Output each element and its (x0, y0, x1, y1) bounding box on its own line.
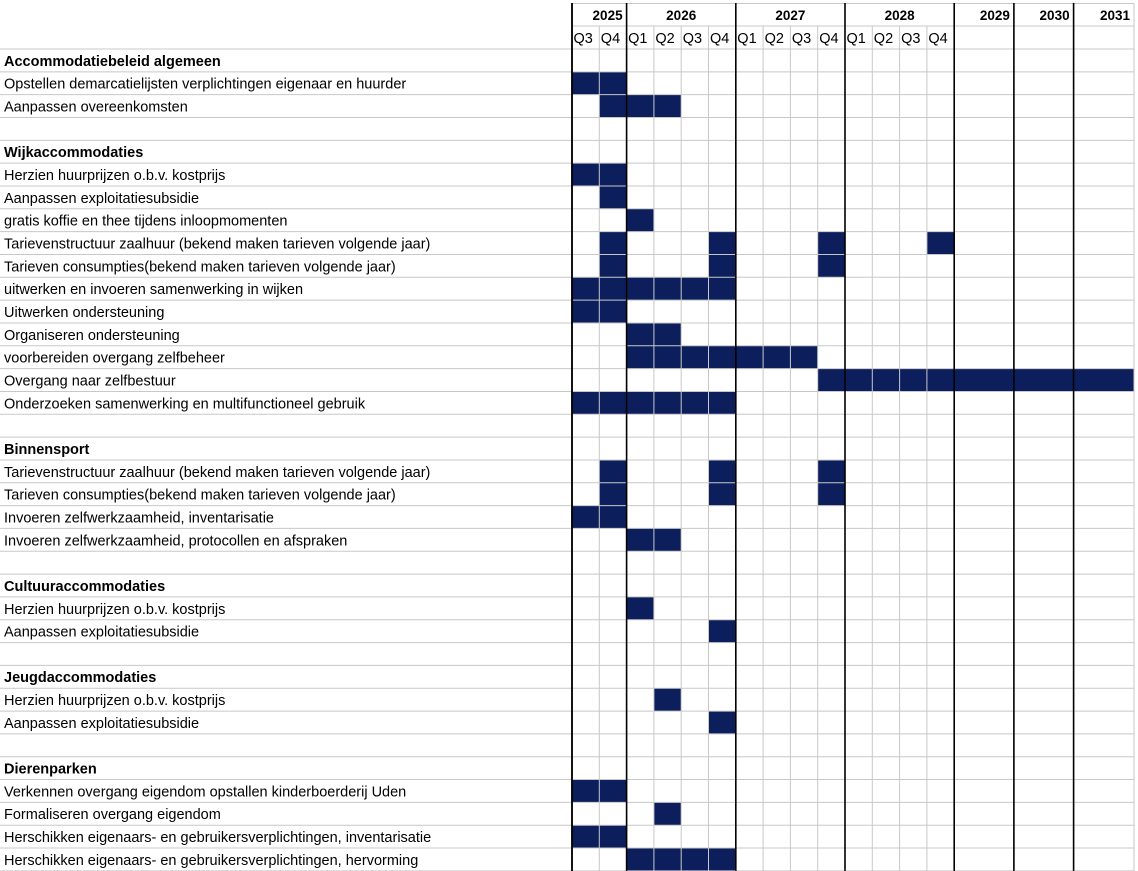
text-layer: 2025 2026 2027 2028 2029 2030 2031 Q3 Q4 Q1 Q2 Q3 Q4… (4, 8, 1130, 869)
gantt-bar (708, 231, 736, 255)
year-label: 2025 (593, 8, 624, 23)
task-label: Uitwerken ondersteuning (4, 305, 164, 321)
quarter-label: Q3 (901, 31, 920, 47)
year-label: 2028 (885, 8, 916, 23)
gantt-bar (626, 208, 654, 232)
task-label: Tarieven consumpties(bekend maken tariev… (4, 488, 396, 504)
task-label: Herzien huurprijzen o.b.v. kostprijs (4, 602, 225, 618)
task-label: Aanpassen overeenkomsten (4, 99, 188, 115)
gantt-bar (708, 459, 736, 483)
quarter-label: Q4 (601, 31, 620, 47)
quarter-label: Q4 (710, 31, 729, 47)
task-label: Onderzoeken samenwerking en multifunctio… (4, 396, 366, 412)
task-label: Organiseren ondersteuning (4, 328, 180, 344)
task-label: Tarieven consumpties(bekend maken tariev… (4, 259, 396, 275)
section-heading: Dierenparken (4, 762, 97, 778)
gantt-bar (817, 459, 845, 483)
gantt-bar (599, 231, 627, 255)
gantt-bar (626, 345, 818, 369)
quarter-label: Q4 (928, 31, 947, 47)
gantt-bar (708, 482, 736, 506)
quarter-label: Q2 (874, 31, 893, 47)
gantt-bar (599, 94, 682, 118)
task-label: Invoeren zelfwerkzaamheid, protocollen e… (4, 533, 347, 549)
gantt-bar (599, 482, 627, 506)
quarter-label: Q3 (574, 31, 593, 47)
task-label: Opstellen demarcatielijsten verplichting… (4, 77, 406, 93)
section-heading: Accommodatiebeleid algemeen (4, 54, 221, 70)
quarter-label: Q3 (683, 31, 702, 47)
gantt-bar (599, 185, 627, 209)
year-label: 2031 (1100, 8, 1131, 23)
task-label: Aanpassen exploitatiesubsidie (4, 716, 199, 732)
task-label: Tarievenstructuur zaalhuur (bekend maken… (4, 465, 430, 481)
quarter-label: Q2 (765, 31, 784, 47)
gantt-bar (653, 688, 682, 712)
gantt-bar (653, 802, 682, 826)
task-label: gratis koffie en thee tijdens inloopmome… (4, 214, 287, 230)
gantt-bar (708, 254, 736, 278)
gantt-bar (926, 231, 955, 255)
quarter-label: Q1 (847, 31, 866, 47)
section-heading: Cultuuraccommodaties (4, 579, 165, 595)
quarter-label: Q4 (819, 31, 838, 47)
task-label: Herzien huurprijzen o.b.v. kostprijs (4, 693, 225, 709)
gantt-bar (708, 711, 736, 734)
task-label: Tarievenstructuur zaalhuur (bekend maken… (4, 236, 430, 252)
gantt-bar (708, 619, 736, 643)
gantt-bar (817, 231, 845, 255)
task-label: uitwerken en invoeren samenwerking in wi… (4, 282, 303, 298)
task-label: Overgang naar zelfbestuur (4, 373, 176, 389)
section-heading: Wijkaccommodaties (4, 145, 143, 161)
quarter-label: Q1 (628, 31, 647, 47)
gantt-bar (599, 254, 627, 278)
task-label: Herschikken eigenaars- en gebruikersverp… (4, 830, 431, 846)
task-label: Herschikken eigenaars- en gebruikersverp… (4, 853, 418, 869)
task-label: Herzien huurprijzen o.b.v. kostprijs (4, 168, 225, 184)
grid-layer (0, 3, 1135, 871)
gantt-bar (817, 254, 845, 278)
task-label: voorbereiden overgang zelfbeheer (4, 351, 225, 367)
gantt-bar (817, 368, 1134, 392)
task-label: Invoeren zelfwerkzaamheid, inventarisati… (4, 510, 274, 526)
quarter-label: Q1 (737, 31, 756, 47)
section-heading: Jeugdaccommodaties (4, 670, 156, 686)
gantt-bar (599, 459, 627, 483)
gantt-bar (626, 596, 654, 620)
task-label: Aanpassen exploitatiesubsidie (4, 191, 199, 207)
quarter-label: Q3 (792, 31, 811, 47)
year-label: 2027 (775, 8, 805, 23)
year-label: 2030 (1040, 8, 1070, 23)
task-label: Verkennen overgang eigendom opstallen ki… (4, 784, 406, 800)
gantt-bar (817, 482, 845, 506)
task-label: Formaliseren overgang eigendom (4, 807, 221, 823)
task-label: Aanpassen exploitatiesubsidie (4, 625, 199, 641)
quarter-label: Q2 (655, 31, 674, 47)
bars-layer (572, 71, 1134, 871)
year-label: 2029 (980, 8, 1010, 23)
section-heading: Binnensport (4, 442, 90, 458)
year-label: 2026 (666, 8, 697, 23)
